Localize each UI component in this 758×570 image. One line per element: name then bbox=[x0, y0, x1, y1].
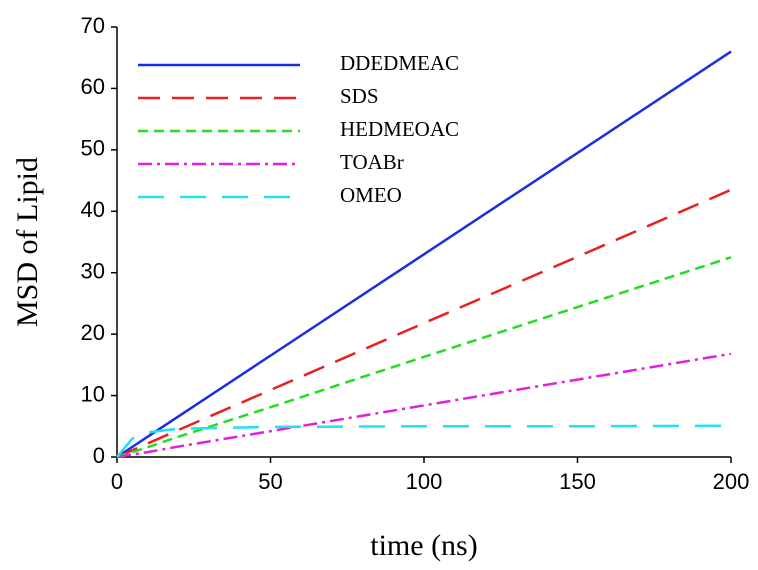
legend-label: TOABr bbox=[340, 150, 404, 174]
x-tick-label: 50 bbox=[258, 469, 282, 494]
y-tick-label: 40 bbox=[81, 197, 105, 222]
y-tick-label: 50 bbox=[81, 136, 105, 161]
y-tick-label: 60 bbox=[81, 74, 105, 99]
y-tick-label: 70 bbox=[81, 13, 105, 38]
x-tick-label: 200 bbox=[713, 469, 750, 494]
y-tick-label: 0 bbox=[93, 443, 105, 468]
data-line bbox=[116, 424, 732, 458]
legend-label: OMEO bbox=[340, 183, 402, 207]
legend-label: SDS bbox=[340, 84, 379, 108]
x-tick-label: 150 bbox=[559, 469, 596, 494]
x-tick-label: 0 bbox=[111, 469, 123, 494]
legend-label: DDEDMEAC bbox=[340, 51, 459, 75]
data-line bbox=[116, 50, 732, 459]
x-tick-label: 100 bbox=[406, 469, 443, 494]
y-tick-label: 10 bbox=[81, 381, 105, 406]
data-line bbox=[116, 188, 732, 459]
data-line bbox=[116, 352, 732, 459]
data-line bbox=[116, 256, 732, 459]
legend-label: HEDMEOAC bbox=[340, 117, 459, 141]
y-tick-label: 30 bbox=[81, 259, 105, 284]
y-axis-label: MSD of Lipid bbox=[11, 157, 44, 327]
y-tick-label: 20 bbox=[81, 320, 105, 345]
x-axis-label: time (ns) bbox=[370, 529, 477, 562]
